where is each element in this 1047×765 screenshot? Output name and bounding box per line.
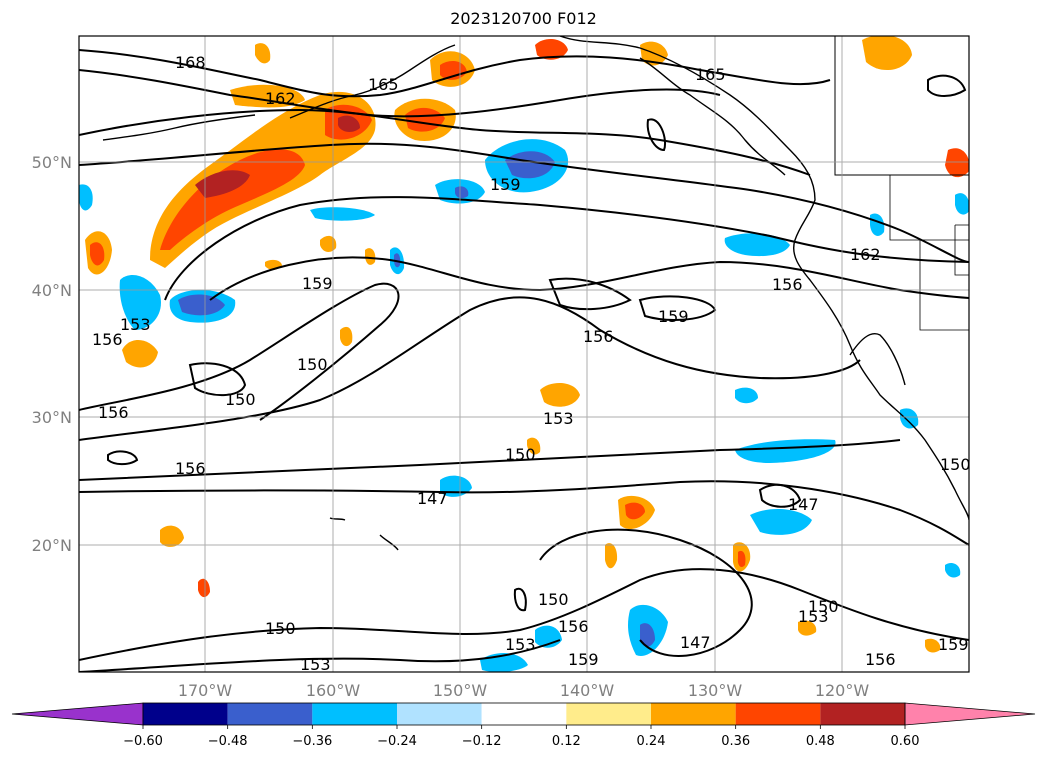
colorbar-segment <box>566 703 651 725</box>
contour-label: 153 <box>543 409 574 428</box>
colorbar-tick-label: 0.60 <box>891 734 920 749</box>
lon-label: 130°W <box>688 681 743 700</box>
colorbar-tick-label: 0.48 <box>806 734 835 749</box>
colorbar-extension-high <box>904 702 1036 726</box>
contour-label: 159 <box>302 274 333 293</box>
contour-label: 165 <box>368 75 399 94</box>
contour-label: 165 <box>695 65 726 84</box>
coastlines <box>102 36 969 551</box>
colorbar-segment <box>227 703 313 725</box>
colorbar-tick-label: −0.12 <box>462 734 502 749</box>
contour-label: 156 <box>558 617 589 636</box>
colorbar-tick-label: 0.12 <box>552 734 581 749</box>
lon-label: 120°W <box>815 681 870 700</box>
lat-label: 50°N <box>32 153 72 172</box>
lon-label: 140°W <box>560 681 615 700</box>
contour-labels: 168 165 165 162 162 159 159 159 159 159 … <box>92 53 971 674</box>
colorbar-tick-label: −0.36 <box>292 734 332 749</box>
contour-label: 159 <box>938 635 969 654</box>
colorbar-outline <box>142 702 906 726</box>
contour-label: 150 <box>538 590 569 609</box>
contour-label: 162 <box>265 89 296 108</box>
contour-label: 153 <box>505 635 536 654</box>
lon-label: 170°W <box>178 681 233 700</box>
colorbar-segment <box>143 703 228 725</box>
contour-label: 147 <box>788 495 819 514</box>
map-title: 2023120700 F012 <box>450 9 597 28</box>
latitude-labels: 50°N 40°N 30°N 20°N <box>32 153 72 555</box>
colorbar-tick-label: 0.36 <box>721 734 750 749</box>
negative-shading <box>79 139 969 672</box>
colorbar: −0.60 −0.48 −0.36 −0.24 −0.12 0.12 0.24 0.36 0.4… <box>11 702 1036 749</box>
contour-label: 153 <box>798 607 829 626</box>
lat-label: 40°N <box>32 281 72 300</box>
contour-label: 150 <box>940 455 971 474</box>
contour-label: 153 <box>120 315 151 334</box>
contour-label: 156 <box>98 403 129 422</box>
lat-label: 30°N <box>32 408 72 427</box>
colorbar-tick-label: −0.60 <box>123 734 163 749</box>
height-contours <box>79 49 969 672</box>
contour-label: 156 <box>92 330 123 349</box>
positive-shading <box>85 36 969 653</box>
colorbar-segment <box>481 703 567 725</box>
colorbar-segment <box>735 703 821 725</box>
colorbar-tick-label: −0.48 <box>208 734 248 749</box>
colorbar-tick-label: 0.24 <box>637 734 666 749</box>
contour-label: 150 <box>505 445 536 464</box>
contour-label: 162 <box>850 245 881 264</box>
lon-label: 150°W <box>433 681 488 700</box>
contour-label: 159 <box>568 650 599 669</box>
colorbar-segment <box>312 703 397 725</box>
contour-label: 153 <box>300 655 331 674</box>
gridlines <box>79 36 969 672</box>
lat-label: 20°N <box>32 536 72 555</box>
contour-label: 147 <box>680 633 711 652</box>
colorbar-segment <box>397 703 482 725</box>
contour-label: 159 <box>490 175 521 194</box>
contour-label: 156 <box>583 327 614 346</box>
contour-label: 150 <box>297 355 328 374</box>
contour-label: 156 <box>772 275 803 294</box>
contour-label: 159 <box>658 307 689 326</box>
lon-label: 160°W <box>306 681 361 700</box>
contour-label: 150 <box>808 597 839 616</box>
contour-label: 168 <box>175 53 206 72</box>
contour-label: 156 <box>175 459 206 478</box>
map-frame <box>78 35 970 673</box>
contour-label: 150 <box>225 390 256 409</box>
colorbar-tick-label: −0.24 <box>377 734 417 749</box>
contour-label: 150 <box>265 619 296 638</box>
longitude-labels: 170°W 160°W 150°W 140°W 130°W 120°W <box>178 681 870 700</box>
colorbar-extension-low <box>11 702 144 726</box>
contour-label: 156 <box>865 650 896 669</box>
colorbar-segment <box>651 703 736 725</box>
colorbar-segment <box>820 703 905 725</box>
contour-label: 147 <box>417 489 448 508</box>
